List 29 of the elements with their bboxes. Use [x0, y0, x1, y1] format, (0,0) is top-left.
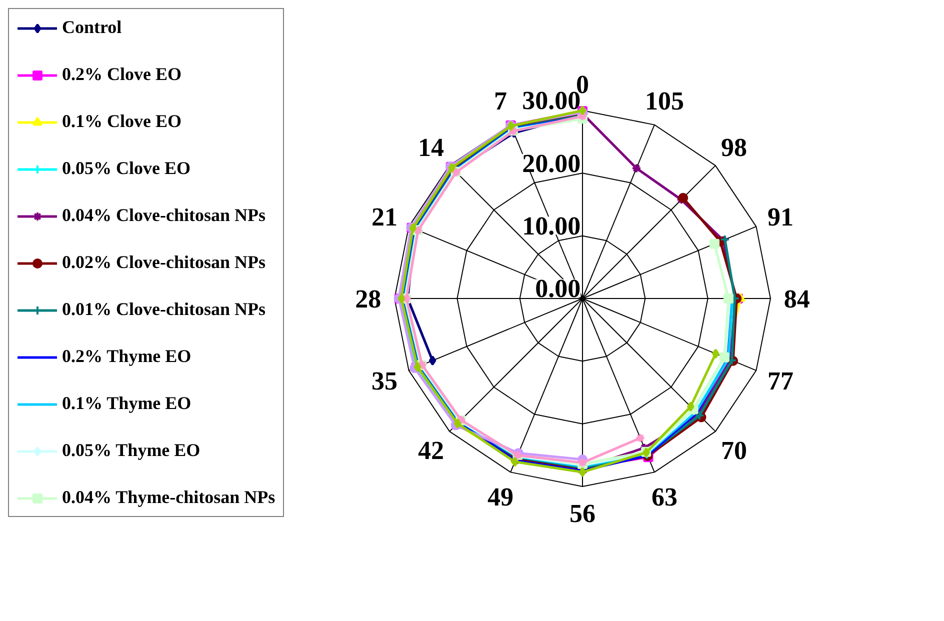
spoke-label: 84	[784, 284, 810, 314]
legend-label: 0.04% Clove-chitosan NPs	[62, 205, 266, 226]
legend-label: 0.01% Clove-chitosan NPs	[62, 299, 266, 320]
spoke-label: 14	[418, 132, 444, 162]
legend-label: 0.04% Thyme-chitosan NPs	[62, 487, 276, 508]
spoke-label: 21	[371, 202, 398, 232]
legend-label: 0.2% Clove EO	[62, 64, 182, 85]
y-tick-label: 20.00	[522, 148, 581, 178]
spoke-label: 28	[355, 284, 382, 314]
legend-label: 0.1% Thyme EO	[62, 393, 192, 414]
spoke-label: 91	[768, 202, 794, 232]
spoke-label: 49	[487, 482, 514, 512]
legend-label: 0.2% Thyme EO	[62, 346, 192, 367]
spoke-label: 98	[721, 132, 748, 162]
legend-label: 0.1% Clove EO	[62, 111, 182, 132]
legend-label: 0.05% Clove EO	[62, 158, 190, 179]
spoke-label: 63	[652, 482, 678, 512]
spoke-label: 35	[371, 366, 398, 396]
spoke-label: 7	[494, 86, 507, 116]
spoke-label: 70	[721, 436, 748, 466]
spoke-label: 105	[645, 86, 684, 116]
spoke-label: 42	[418, 436, 444, 466]
legend-label: 0.05% Thyme EO	[62, 440, 200, 461]
legend-label: Control	[62, 17, 122, 38]
y-tick-label: 10.00	[522, 212, 581, 241]
spoke-label: 56	[570, 498, 596, 528]
legend-label: 0.02% Clove-chitosan NPs	[62, 252, 266, 273]
y-tick-label: 0.00	[535, 274, 581, 304]
spoke-label: 77	[768, 366, 794, 396]
